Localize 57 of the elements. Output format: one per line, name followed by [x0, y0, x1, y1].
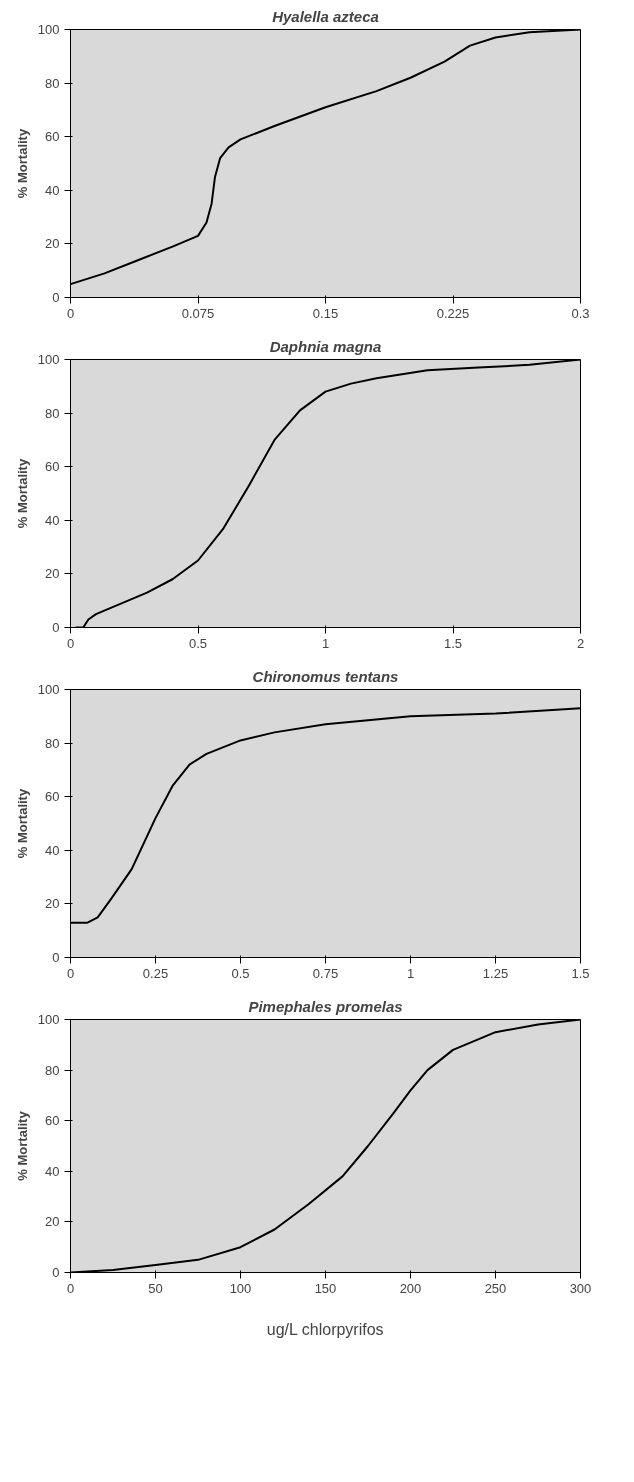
- y-tick-label: 80: [45, 75, 60, 91]
- x-tick-label: 250: [484, 1280, 507, 1296]
- x-tick-label: 0.25: [142, 965, 169, 981]
- y-tick-label: 60: [45, 129, 60, 145]
- y-axis-title: % Mortality: [14, 128, 30, 199]
- x-tick-label: 0.5: [188, 635, 208, 651]
- chart-title: Pimephales promelas: [248, 997, 403, 1015]
- x-tick-label: 2: [576, 635, 585, 651]
- y-tick-label: 100: [37, 22, 60, 37]
- x-tick-label: 0.5: [231, 965, 250, 981]
- y-tick-label: 40: [45, 842, 60, 858]
- x-tick-label: 0: [66, 305, 75, 321]
- y-axis-title: % Mortality: [14, 1110, 30, 1181]
- x-tick-label: 1.25: [482, 965, 509, 981]
- x-tick-label: 1: [321, 635, 330, 651]
- x-axis-title: ug/L chlorpyrifos: [266, 1320, 384, 1338]
- chart-title: Chironomus tentans: [252, 667, 399, 685]
- x-tick-label: 200: [399, 1280, 422, 1296]
- y-tick-label: 40: [45, 1163, 60, 1179]
- y-tick-label: 40: [45, 512, 60, 528]
- y-tick-label: 20: [45, 566, 60, 582]
- x-tick-label: 0.15: [312, 305, 339, 321]
- y-tick-label: 100: [37, 682, 60, 697]
- x-tick-label: 1.5: [571, 965, 590, 981]
- y-tick-label: 0: [52, 620, 60, 635]
- x-tick-label: 300: [569, 1280, 592, 1296]
- y-tick-label: 80: [45, 405, 60, 421]
- x-tick-label: 0.225: [436, 305, 470, 321]
- y-tick-label: 100: [37, 1012, 60, 1027]
- y-tick-label: 40: [45, 182, 60, 198]
- y-axis-title: % Mortality: [14, 788, 30, 859]
- y-tick-label: 80: [45, 735, 60, 751]
- x-tick-label: 150: [314, 1280, 337, 1296]
- x-tick-label: 0: [66, 635, 75, 651]
- y-tick-label: 80: [45, 1062, 60, 1078]
- y-tick-label: 20: [45, 236, 60, 252]
- x-tick-label: 0.3: [571, 305, 590, 321]
- x-tick-label: 1.5: [443, 635, 463, 651]
- y-tick-label: 0: [52, 950, 60, 965]
- y-tick-label: 60: [45, 1113, 60, 1129]
- x-tick-label: 100: [229, 1280, 252, 1296]
- y-tick-label: 0: [52, 1265, 60, 1280]
- x-tick-label: 50: [148, 1280, 163, 1296]
- y-tick-label: 60: [45, 789, 60, 805]
- y-tick-label: 20: [45, 1214, 60, 1230]
- chart-title: Daphnia magna: [269, 337, 382, 355]
- x-tick-label: 1: [406, 965, 415, 981]
- y-tick-label: 20: [45, 896, 60, 912]
- x-tick-label: 0: [66, 1280, 75, 1296]
- x-tick-label: 0.75: [312, 965, 339, 981]
- x-tick-label: 0.075: [181, 305, 215, 321]
- y-tick-label: 0: [52, 290, 60, 305]
- x-tick-label: 0: [66, 965, 75, 981]
- y-axis-title: % Mortality: [14, 458, 30, 529]
- y-tick-label: 60: [45, 459, 60, 475]
- y-tick-label: 100: [37, 352, 60, 367]
- chart-title: Hyalella azteca: [272, 7, 379, 25]
